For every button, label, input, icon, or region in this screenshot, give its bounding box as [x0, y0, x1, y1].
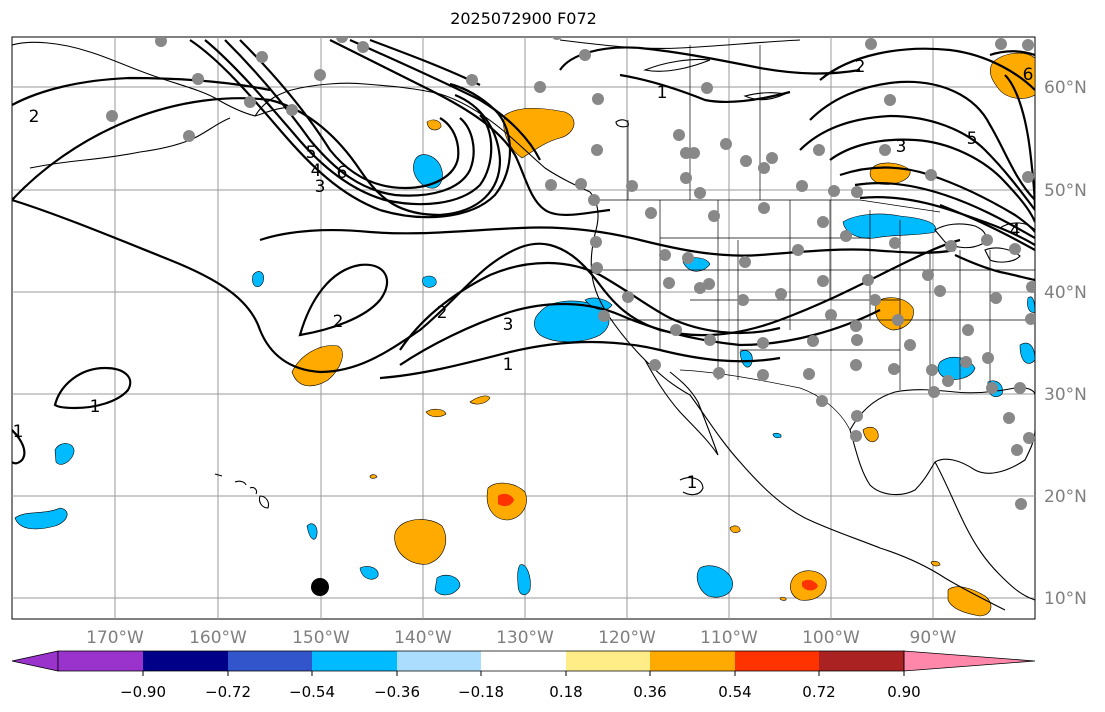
colorbar-tick-label: 0.18 — [549, 683, 582, 701]
map-plot-area: 2 1 2 3 5 6 2 3 1 1 1 2 3 4 5 6 1 5 6 4 — [11, 36, 1036, 620]
colorbar-segment — [312, 651, 397, 671]
colorbar-segment — [397, 651, 481, 671]
contour-label: 1 — [657, 83, 668, 103]
contour-label: 5 — [306, 143, 317, 163]
contour-label: 4 — [311, 161, 322, 181]
contour-lines — [12, 38, 1035, 465]
contour-label: 3 — [503, 315, 514, 335]
lon-label: 160°W — [189, 628, 247, 648]
contour-label: 3 — [315, 177, 326, 197]
lon-label: 100°W — [802, 628, 860, 648]
colorbar-segment — [228, 651, 312, 671]
highlighted-location-marker — [311, 578, 329, 596]
contour-label: 3 — [896, 137, 907, 157]
contour-label: 2 — [333, 312, 344, 332]
lat-label: 30°N — [1044, 385, 1087, 405]
colorbar-tick-label: 0.72 — [802, 683, 835, 701]
lon-label: 140°W — [394, 628, 452, 648]
contour-labels: 2 1 2 3 5 6 2 3 1 1 1 2 3 4 5 6 1 5 6 4 — [13, 57, 1034, 493]
anomaly-shading — [14, 52, 1035, 617]
colorbar-segment — [650, 651, 735, 671]
colorbar-segment — [58, 651, 143, 671]
lon-label: 130°W — [496, 628, 554, 648]
colorbar-tick-label: −0.90 — [120, 683, 166, 701]
contour-label: 1 — [13, 422, 24, 442]
contour-label: 2 — [437, 303, 448, 323]
contour-label: 6 — [337, 163, 348, 183]
contour-label: 4 — [1010, 221, 1021, 241]
lat-label: 10°N — [1044, 589, 1087, 609]
map-frame — [11, 36, 1036, 620]
colorbar-extend-min — [11, 650, 59, 672]
latitude-labels: 60°N 50°N 40°N 30°N 20°N 10°N — [1044, 78, 1087, 609]
colorbar-tick-label: −0.18 — [458, 683, 504, 701]
lon-label: 150°W — [292, 628, 350, 648]
lat-label: 60°N — [1044, 78, 1087, 98]
colorbar-segment — [819, 651, 904, 671]
colorbar-tick-label: 0.54 — [718, 683, 751, 701]
longitude-labels: 170°W 160°W 150°W 140°W 130°W 120°W 110°… — [86, 628, 957, 648]
colorbar-segment — [143, 651, 228, 671]
colorbar-tick-label: −0.72 — [205, 683, 251, 701]
station-dots — [106, 37, 1035, 510]
contour-label: 5 — [967, 129, 978, 149]
colorbar: −0.90 −0.72 −0.54 −0.36 −0.18 0.18 0.36 … — [11, 650, 1036, 701]
contour-label: 6 — [1023, 65, 1034, 85]
colorbar-segment — [735, 651, 819, 671]
contour-label: 2 — [29, 107, 40, 127]
colorbar-segment — [481, 651, 566, 671]
colorbar-segment — [566, 651, 650, 671]
lat-label: 40°N — [1044, 283, 1087, 303]
colorbar-tick-label: −0.54 — [289, 683, 335, 701]
lon-label: 110°W — [700, 628, 758, 648]
contour-label: 1 — [687, 473, 698, 493]
contour-label: 1 — [503, 355, 514, 375]
lat-label: 50°N — [1044, 181, 1087, 201]
colorbar-tick-label: −0.36 — [374, 683, 420, 701]
colorbar-tick-label: 0.90 — [887, 683, 920, 701]
lon-label: 90°W — [910, 628, 957, 648]
colorbar-tick-label: 0.36 — [633, 683, 666, 701]
lat-label: 20°N — [1044, 487, 1087, 507]
colorbar-extend-max — [903, 650, 1036, 672]
map-title: 2025072900 F072 — [450, 9, 597, 28]
lon-label: 170°W — [86, 628, 144, 648]
contour-label: 1 — [90, 397, 101, 417]
lon-label: 120°W — [598, 628, 656, 648]
contour-label: 2 — [855, 57, 866, 77]
